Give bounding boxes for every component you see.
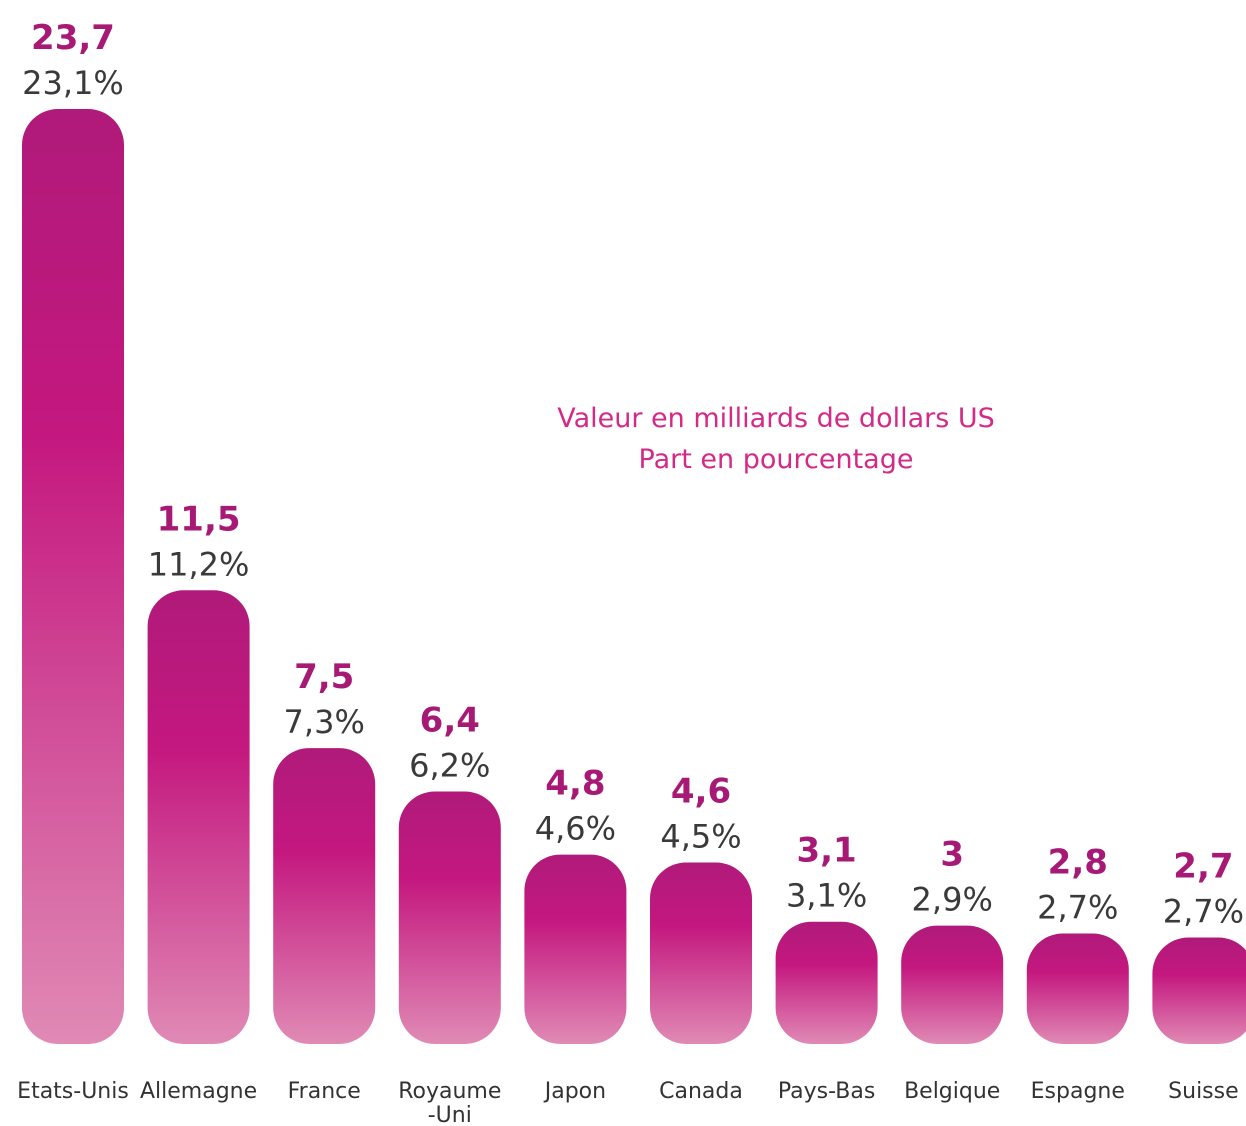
category-label: Espagne [1031, 1079, 1125, 1104]
category-label: Pays-Bas [778, 1079, 875, 1104]
percent-label: 4,6% [535, 810, 616, 848]
bar-4 [524, 854, 627, 1044]
labels-group: 23,1% 23,7 Etats-Unis 11,2% 11,5 Allemagne 7,3… [17, 18, 1244, 1126]
bar-9 [1152, 937, 1246, 1044]
bars-group [22, 109, 1246, 1044]
value-label: 3,1 [796, 831, 856, 871]
percent-label: 2,7% [1037, 889, 1118, 927]
legend-entry-percent: Part en pourcentage [639, 444, 914, 475]
percent-label: 23,1% [22, 64, 124, 102]
percent-label: 3,1% [786, 877, 867, 915]
bar-5 [650, 862, 752, 1044]
bar-2 [273, 748, 376, 1044]
value-label: 2,8 [1048, 843, 1108, 883]
value-label: 3 [940, 835, 964, 875]
bar-8 [1026, 933, 1129, 1044]
percent-label: 2,7% [1163, 893, 1244, 931]
value-label: 23,7 [31, 18, 115, 58]
category-label: Etats-Unis [17, 1079, 129, 1104]
value-label: 2,7 [1173, 847, 1233, 887]
category-label: Suisse [1168, 1079, 1238, 1104]
percent-label: 7,3% [284, 703, 365, 741]
percent-label: 4,5% [660, 818, 741, 856]
bar-3 [398, 791, 501, 1044]
bar-7 [901, 925, 1004, 1044]
category-label: Belgique [904, 1079, 1000, 1104]
percent-label: 6,2% [409, 747, 490, 785]
bar-0 [22, 109, 124, 1044]
percent-label: 2,9% [912, 881, 993, 919]
legend-entry-value: Valeur en milliards de dollars US [557, 403, 995, 434]
value-label: 7,5 [294, 657, 354, 697]
value-label: 11,5 [157, 499, 241, 539]
category-label: Japon [543, 1079, 606, 1104]
value-label: 6,4 [420, 701, 480, 741]
legend: Valeur en milliards de dollars US Part e… [557, 403, 995, 475]
category-label: Royaume -Uni [398, 1079, 501, 1126]
percent-label: 11,2% [148, 545, 250, 583]
bar-1 [147, 590, 250, 1044]
value-label: 4,6 [671, 772, 731, 812]
value-label: 4,8 [545, 764, 605, 804]
category-label: France [288, 1079, 361, 1104]
category-label: Allemagne [140, 1079, 257, 1104]
category-label: Canada [659, 1079, 743, 1104]
bar-6 [775, 921, 878, 1044]
